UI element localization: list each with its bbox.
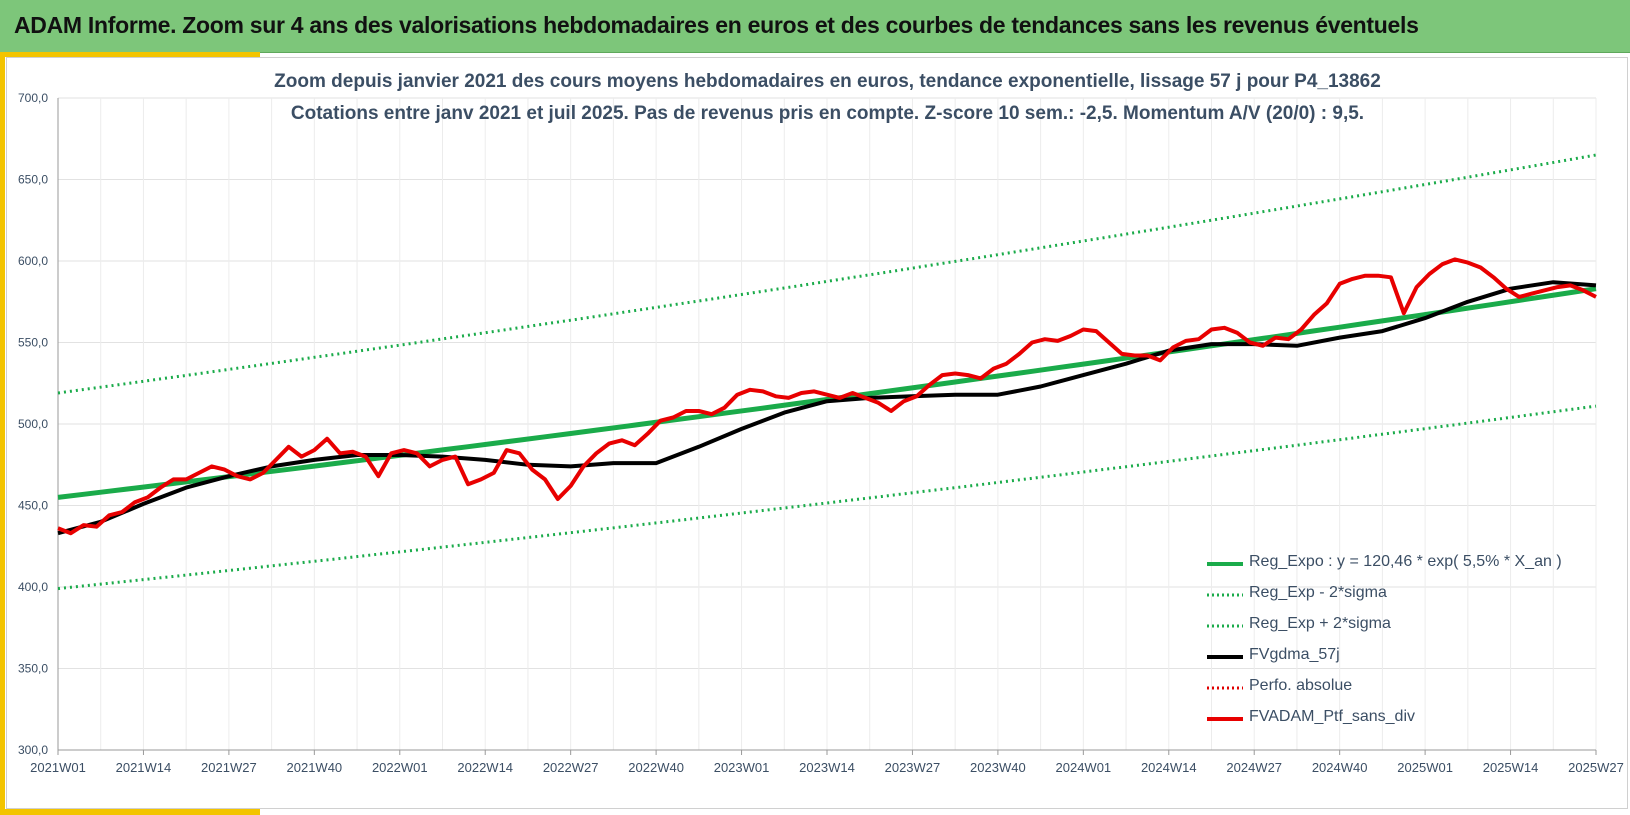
y-tick-label: 650,0 — [18, 173, 48, 187]
x-tick-label: 2024W01 — [1056, 760, 1112, 775]
x-tick-label: 2025W14 — [1483, 760, 1539, 775]
legend-item-perf: Perfo. absolue — [1205, 677, 1605, 708]
x-tick-label: 2023W14 — [799, 760, 855, 775]
x-tick-label: 2023W40 — [970, 760, 1026, 775]
legend-item-upper-sigma: Reg_Exp + 2*sigma — [1205, 615, 1605, 646]
chart-legend: Reg_Expo : y = 120,46 * exp( 5,5% * X_an… — [1205, 553, 1605, 739]
x-tick-label: 2022W14 — [457, 760, 513, 775]
series-line-price — [57, 257, 1597, 536]
y-tick-label: 600,0 — [18, 254, 48, 268]
y-tick-label: 350,0 — [18, 662, 48, 676]
accent-bar-bottom — [0, 809, 260, 815]
legend-swatch-upper-sigma — [1207, 624, 1243, 628]
x-tick-label: 2021W27 — [201, 760, 257, 775]
legend-swatch-lower-sigma — [1207, 593, 1243, 597]
legend-swatch-smooth — [1207, 655, 1243, 659]
series-line-lower — [57, 404, 1597, 591]
legend-swatch-price — [1207, 717, 1243, 721]
x-tick-label: 2022W40 — [628, 760, 684, 775]
x-tick-label: 2024W14 — [1141, 760, 1197, 775]
x-tick-label: 2023W27 — [885, 760, 941, 775]
legend-label-upper-sigma: Reg_Exp + 2*sigma — [1249, 615, 1391, 632]
legend-label-smooth: FVgdma_57j — [1249, 646, 1340, 663]
legend-swatch-perf — [1207, 686, 1243, 690]
accent-bar-left — [0, 52, 5, 815]
x-tick-label: 2023W01 — [714, 760, 770, 775]
y-tick-label: 700,0 — [18, 91, 48, 105]
legend-swatch-trend — [1207, 562, 1243, 566]
x-tick-label: 2025W01 — [1397, 760, 1453, 775]
page-title: ADAM Informe. Zoom sur 4 ans des valoris… — [14, 12, 1419, 38]
series-line-smooth — [57, 280, 1597, 536]
y-tick-label: 550,0 — [18, 336, 48, 350]
chart-frame — [6, 57, 1628, 809]
legend-label-lower-sigma: Reg_Exp - 2*sigma — [1249, 584, 1387, 601]
legend-item-lower-sigma: Reg_Exp - 2*sigma — [1205, 584, 1605, 615]
legend-label-trend: Reg_Expo : y = 120,46 * exp( 5,5% * X_an… — [1249, 553, 1562, 570]
y-tick-label: 450,0 — [18, 499, 48, 513]
accent-bar-top — [0, 52, 260, 57]
x-tick-label: 2025W27 — [1568, 760, 1624, 775]
chart-title: Zoom depuis janvier 2021 des cours moyen… — [274, 71, 1381, 92]
y-tick-label: 300,0 — [18, 743, 48, 757]
legend-label-price: FVADAM_Ptf_sans_div — [1249, 708, 1415, 725]
legend-item-trend: Reg_Expo : y = 120,46 * exp( 5,5% * X_an… — [1205, 553, 1605, 584]
x-tick-label: 2021W40 — [287, 760, 343, 775]
x-tick-label: 2022W27 — [543, 760, 599, 775]
x-tick-label: 2021W01 — [30, 760, 86, 775]
y-tick-label: 400,0 — [18, 580, 48, 594]
y-tick-label: 500,0 — [18, 417, 48, 431]
legend-item-price: FVADAM_Ptf_sans_div — [1205, 708, 1605, 739]
x-tick-label: 2024W27 — [1226, 760, 1282, 775]
legend-label-perf: Perfo. absolue — [1249, 677, 1353, 694]
series-line-upper — [57, 153, 1597, 395]
header-bar: ADAM Informe. Zoom sur 4 ans des valoris… — [0, 0, 1630, 53]
x-tick-label: 2021W14 — [116, 760, 172, 775]
x-tick-label: 2024W40 — [1312, 760, 1368, 775]
chart-subtitle: Cotations entre janv 2021 et juil 2025. … — [290, 103, 1365, 124]
x-tick-label: 2022W01 — [372, 760, 428, 775]
legend-item-smooth: FVgdma_57j — [1205, 646, 1605, 677]
